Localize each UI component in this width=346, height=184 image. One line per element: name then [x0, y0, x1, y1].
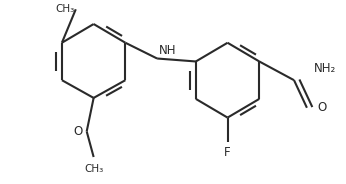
Text: F: F [224, 146, 231, 159]
Text: O: O [317, 101, 327, 114]
Text: O: O [73, 125, 83, 138]
Text: NH: NH [159, 44, 176, 57]
Text: NH₂: NH₂ [314, 62, 336, 75]
Text: CH₃: CH₃ [56, 4, 75, 14]
Text: CH₃: CH₃ [84, 164, 103, 174]
